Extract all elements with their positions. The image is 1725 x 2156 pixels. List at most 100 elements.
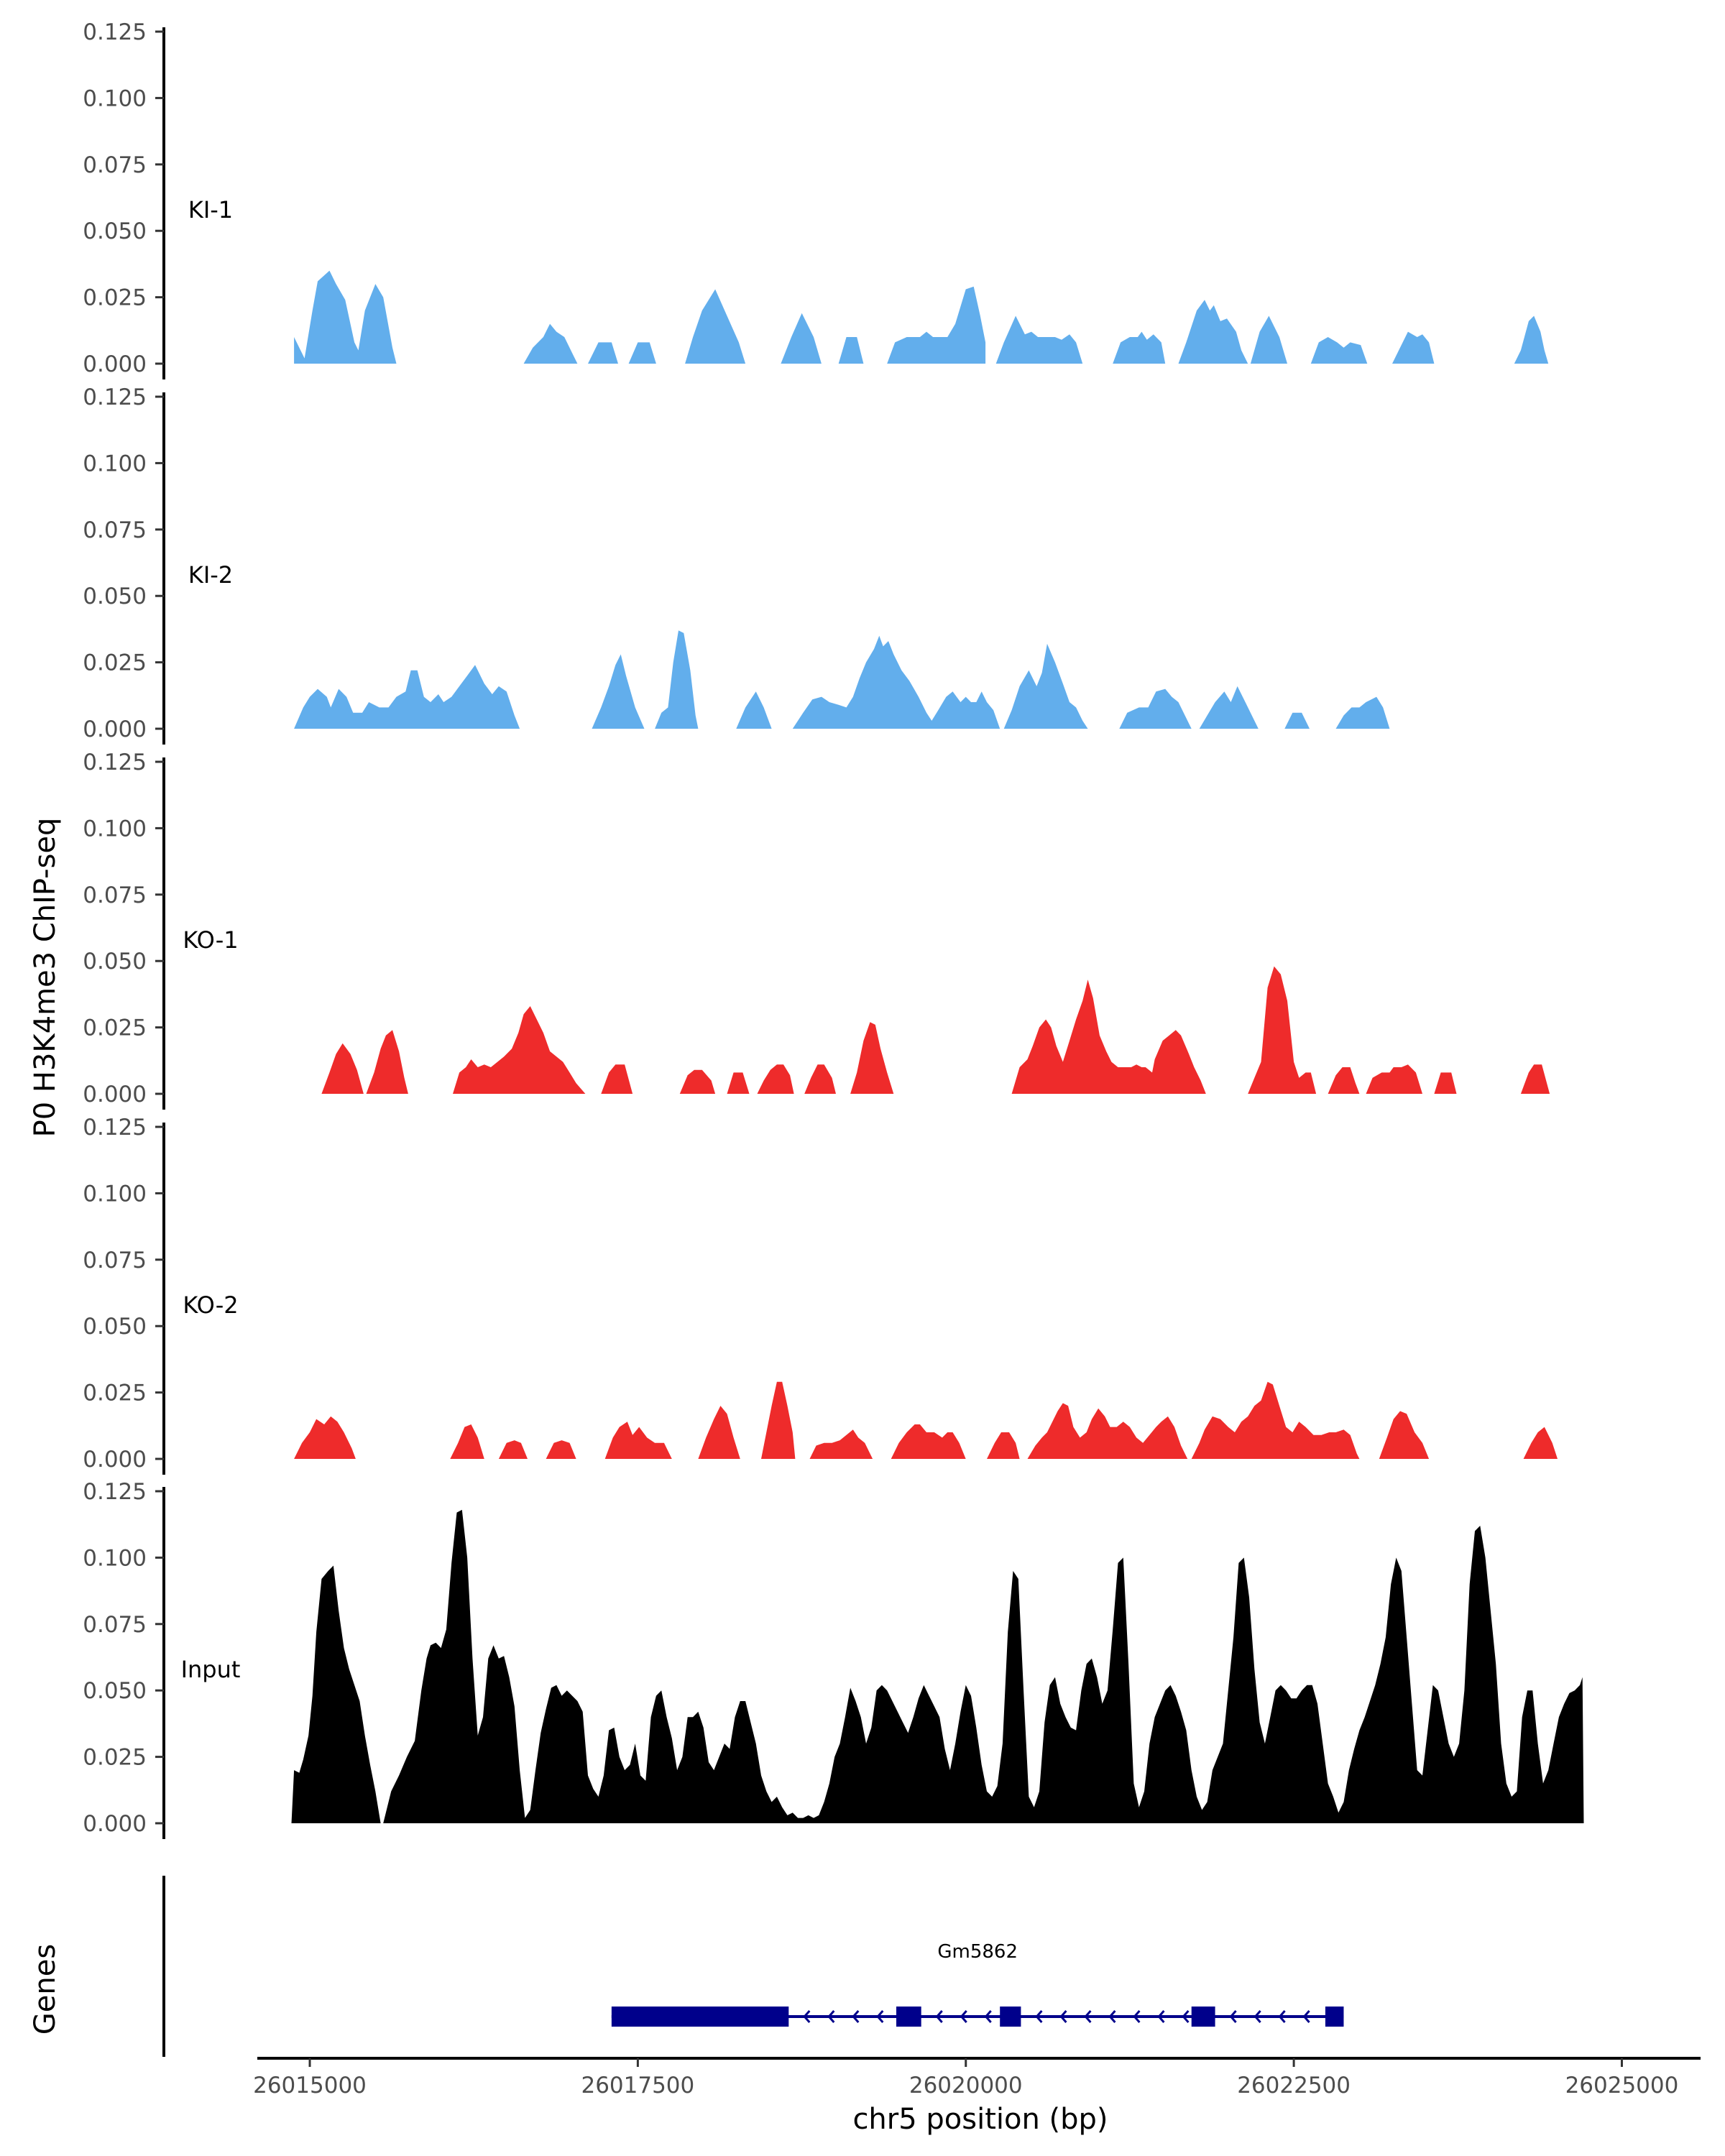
y-tick-label: 0.075: [83, 152, 147, 178]
signal-area: [736, 691, 772, 729]
y-tick-label: 0.125: [83, 19, 147, 45]
strand-arrow: [827, 2010, 835, 2023]
strand-arrow: [984, 2010, 992, 2023]
track-label: KI-2: [188, 561, 233, 589]
y-tick-label: 0.100: [83, 816, 147, 842]
signal-area: [366, 1030, 408, 1094]
signal-area: [1523, 1427, 1558, 1459]
signal-area: [655, 630, 699, 729]
y-axis-title: P0 H3K4me3 ChIP-seq: [29, 818, 62, 1138]
signal-area: [1284, 712, 1310, 729]
signal-area: [498, 1440, 528, 1459]
signal-area: [1027, 1403, 1188, 1459]
y-tick-label: 0.025: [83, 650, 147, 676]
strand-arrow: [1133, 2010, 1141, 2023]
y-tick-label: 0.125: [83, 1479, 147, 1505]
y-tick-label: 0.000: [83, 1082, 147, 1107]
strand-arrow: [1157, 2010, 1165, 2023]
signal-area: [1011, 980, 1206, 1094]
signal-area: [757, 1064, 794, 1094]
gene-model: [611, 2007, 1344, 2027]
signal-area: [1191, 1381, 1360, 1459]
signal-area: [792, 635, 1000, 729]
signal-area: [1119, 688, 1192, 729]
y-tick-label: 0.075: [83, 1612, 147, 1638]
track-ki-2: 0.000 0.025 0.050 0.075 0.100 0.125 KI-2: [83, 384, 1390, 745]
signal-area: [1250, 315, 1287, 364]
y-tick-label: 0.050: [83, 1314, 147, 1340]
y-tick-label: 0.100: [83, 451, 147, 476]
signal-area: [523, 323, 578, 364]
signal-area: [891, 1424, 966, 1459]
signal-area: [453, 1006, 586, 1094]
signal-area: [838, 337, 864, 364]
signal-area: [546, 1440, 576, 1459]
y-tick-label: 0.075: [83, 517, 147, 543]
y-tick-label: 0.025: [83, 1015, 147, 1041]
y-tick-label: 0.050: [83, 1678, 147, 1704]
signal-area: [1199, 686, 1259, 729]
signal-area: [1379, 1411, 1430, 1459]
signal-area: [1328, 1067, 1360, 1094]
y-tick-label: 0.075: [83, 1248, 147, 1273]
signal-area: [1003, 643, 1088, 729]
signal-area: [450, 1424, 484, 1459]
y-tick-label: 0.000: [83, 1447, 147, 1473]
track-label: KO-1: [183, 926, 238, 954]
signal-area: [604, 1422, 672, 1459]
y-tick-label: 0.125: [83, 750, 147, 775]
y-tick-label: 0.100: [83, 86, 147, 111]
gene-exon: [1325, 2007, 1344, 2027]
signal-area: [1434, 1072, 1457, 1094]
strand-arrow: [960, 2010, 967, 2023]
strand-arrow: [1278, 2010, 1286, 2023]
signal-area: [1113, 331, 1166, 364]
strand-arrow: [935, 2010, 943, 2023]
signal-area: [1514, 315, 1549, 364]
signal-area: [321, 1043, 364, 1094]
y-tick-label: 0.025: [83, 1745, 147, 1771]
strand-arrow: [803, 2010, 811, 2023]
strand-arrow: [1035, 2010, 1043, 2023]
y-tick-label: 0.025: [83, 285, 147, 311]
signal-area: [592, 654, 645, 729]
gene-name-label: Gm5862: [937, 1941, 1018, 1963]
signal-area: [987, 1432, 1020, 1459]
y-tick-label: 0.050: [83, 584, 147, 609]
track-input: 0.000 0.025 0.050 0.075 0.100 0.125 Input: [83, 1479, 1584, 1839]
signal-area: [685, 289, 746, 364]
strand-arrow: [1059, 2010, 1067, 2023]
y-tick-label: 0.000: [83, 717, 147, 742]
signal-area: [291, 1565, 381, 1823]
x-tick-label: 26025000: [1565, 2073, 1679, 2099]
signal-area: [383, 1509, 1584, 1823]
strand-arrow: [1084, 2010, 1092, 2023]
y-tick-label: 0.000: [83, 1811, 147, 1837]
y-tick-label: 0.125: [83, 1115, 147, 1141]
signal-area: [628, 342, 656, 364]
signal-area: [995, 315, 1083, 364]
strand-arrow: [1302, 2010, 1310, 2023]
y-tick-label: 0.050: [83, 949, 147, 975]
x-tick-label: 26020000: [909, 2073, 1023, 2099]
signal-area: [804, 1064, 836, 1094]
y-tick-label: 0.125: [83, 384, 147, 410]
track-ko-2: 0.000 0.025 0.050 0.075 0.100 0.125 KO-2: [83, 1115, 1558, 1475]
signal-area: [809, 1429, 873, 1459]
strand-arrow: [1108, 2010, 1116, 2023]
signal-area: [294, 1416, 356, 1459]
gene-exon: [896, 2007, 921, 2027]
signal-area: [1520, 1064, 1550, 1094]
signal-area: [781, 313, 822, 364]
x-tick-label: 26015000: [253, 2073, 367, 2099]
y-tick-label: 0.050: [83, 218, 147, 244]
signal-area: [761, 1381, 796, 1459]
track-label: KI-1: [188, 196, 233, 224]
signal-area: [887, 286, 986, 364]
y-tick-label: 0.025: [83, 1381, 147, 1406]
signal-area: [698, 1406, 740, 1459]
y-tick-label: 0.100: [83, 1181, 147, 1207]
signal-area: [601, 1064, 633, 1094]
track-ko-1: 0.000 0.025 0.050 0.075 0.100 0.125 KO-1: [83, 750, 1550, 1110]
